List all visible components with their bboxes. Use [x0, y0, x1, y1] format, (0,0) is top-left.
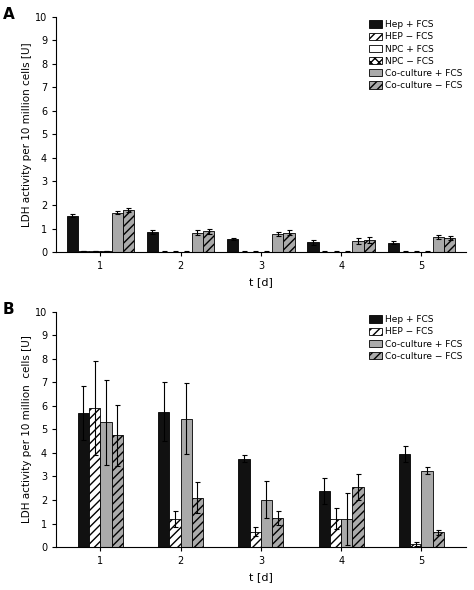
- Bar: [158, 412, 169, 547]
- Bar: [66, 215, 78, 252]
- Bar: [388, 242, 399, 252]
- Bar: [89, 251, 100, 252]
- Bar: [308, 242, 319, 252]
- Y-axis label: LDH activity per 10 million cells [U]: LDH activity per 10 million cells [U]: [22, 42, 32, 227]
- Text: B: B: [3, 302, 15, 317]
- Bar: [319, 490, 330, 547]
- Bar: [100, 251, 111, 252]
- Bar: [192, 497, 203, 547]
- Bar: [353, 487, 364, 547]
- Bar: [169, 519, 181, 547]
- Text: A: A: [3, 7, 15, 22]
- Bar: [111, 212, 123, 252]
- Bar: [272, 517, 283, 547]
- Legend: Hep + FCS, HEP − FCS, NPC + FCS, NPC − FCS, Co-culture + FCS, Co-culture − FCS: Hep + FCS, HEP − FCS, NPC + FCS, NPC − F…: [367, 18, 464, 92]
- Bar: [78, 413, 89, 547]
- Bar: [330, 519, 341, 547]
- Bar: [364, 240, 375, 252]
- X-axis label: t [d]: t [d]: [249, 572, 273, 582]
- Bar: [181, 419, 192, 547]
- Bar: [353, 241, 364, 252]
- Bar: [399, 454, 410, 547]
- Bar: [111, 435, 123, 547]
- Bar: [227, 239, 238, 252]
- Bar: [410, 544, 421, 547]
- Bar: [203, 231, 214, 252]
- Bar: [123, 209, 134, 252]
- Bar: [341, 519, 353, 547]
- X-axis label: t [d]: t [d]: [249, 277, 273, 287]
- Bar: [261, 500, 272, 547]
- Bar: [433, 533, 444, 547]
- Bar: [283, 233, 295, 252]
- Y-axis label: LDH activity per 10 million  cells [U]: LDH activity per 10 million cells [U]: [22, 335, 32, 523]
- Bar: [147, 232, 158, 252]
- Legend: Hep + FCS, HEP − FCS, Co-culture + FCS, Co-culture − FCS: Hep + FCS, HEP − FCS, Co-culture + FCS, …: [367, 313, 464, 362]
- Bar: [250, 532, 261, 547]
- Bar: [192, 233, 203, 252]
- Bar: [238, 459, 250, 547]
- Bar: [100, 422, 111, 547]
- Bar: [421, 471, 433, 547]
- Bar: [89, 408, 100, 547]
- Bar: [272, 234, 283, 252]
- Bar: [444, 238, 455, 252]
- Bar: [78, 251, 89, 252]
- Bar: [433, 237, 444, 252]
